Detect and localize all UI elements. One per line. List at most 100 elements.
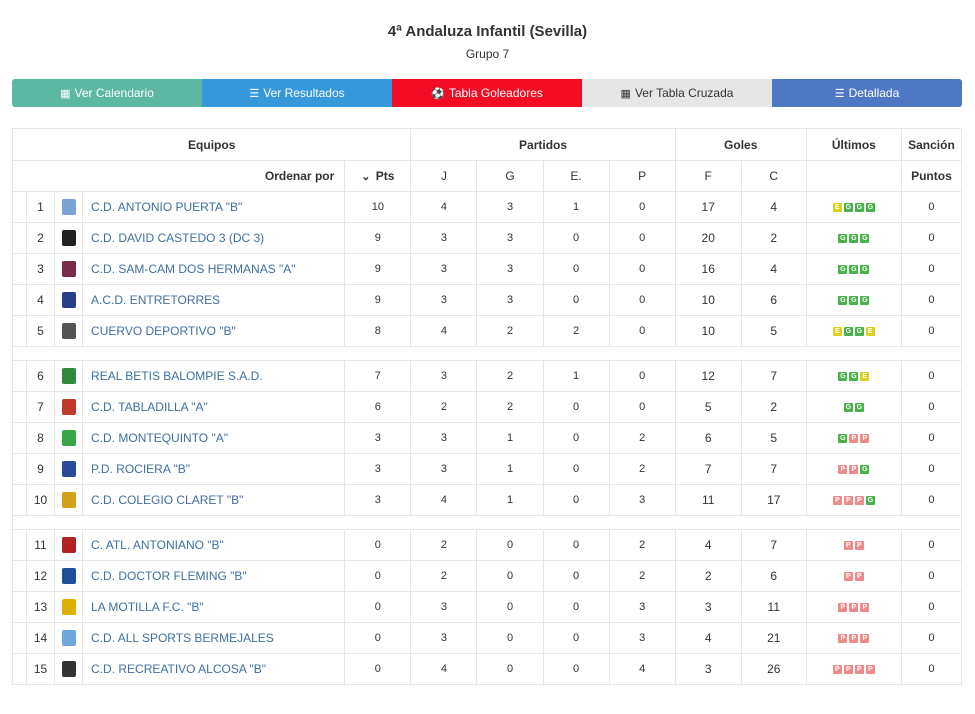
- team-logo-cell: [54, 453, 84, 485]
- tab-ver-calendario[interactable]: ▦ Ver Calendario: [12, 79, 202, 107]
- team-position: 10: [25, 484, 56, 516]
- action-tabs: ▦ Ver Calendario ☰ Ver Resultados ⚽ Tabl…: [12, 79, 962, 107]
- team-crest-icon: [61, 537, 76, 553]
- team-name-link[interactable]: C.D. RECREATIVO ALCOSA "B": [82, 653, 346, 685]
- tab-label: Ver Tabla Cruzada: [634, 86, 734, 100]
- stat-c: 26: [740, 653, 807, 685]
- sort-pts[interactable]: ⌄ Pts: [344, 160, 412, 192]
- team-logo-cell: [54, 360, 84, 392]
- header-e: E.: [542, 160, 610, 192]
- team-crest-icon: [61, 430, 76, 446]
- team-crest-icon: [61, 492, 76, 508]
- form-result-badge: G: [838, 372, 848, 382]
- team-name-link[interactable]: P.D. ROCIERA "B": [82, 453, 346, 485]
- team-position: 2: [25, 222, 56, 254]
- team-name-link[interactable]: C.D. MONTEQUINTO "A": [82, 422, 346, 454]
- table-row: 12 C.D. DOCTOR FLEMING "B" 0 2 0 0 2 2 6 P P 0: [12, 560, 963, 592]
- header-p: P: [608, 160, 676, 192]
- row-gap: [12, 253, 27, 285]
- pts-label: Pts: [375, 169, 395, 183]
- table-row: 13 LA MOTILLA F.C. "B" 0 3 0 0 3 3 11 P P P 0: [12, 591, 963, 623]
- detailed-list-icon: ☰: [834, 87, 845, 100]
- team-logo-cell: [54, 391, 84, 423]
- stat-f: 17: [674, 191, 742, 223]
- form-result-badge: P: [854, 665, 864, 675]
- form-result-badge: E: [860, 372, 870, 382]
- form-result-badge: P: [849, 634, 859, 644]
- calendar-icon: ▦: [60, 87, 71, 100]
- tab-detallada[interactable]: ☰ Detallada: [772, 79, 962, 107]
- team-name-link[interactable]: LA MOTILLA F.C. "B": [82, 591, 346, 623]
- team-name-link[interactable]: C.D. DAVID CASTEDO 3 (DC 3): [82, 222, 346, 254]
- header-sancion: Sanción: [900, 128, 963, 161]
- team-position: 14: [25, 622, 56, 654]
- stat-e: 0: [542, 453, 610, 485]
- stat-c: 7: [740, 360, 807, 392]
- stat-j: 3: [410, 222, 478, 254]
- stat-f: 4: [674, 622, 742, 654]
- team-crest-icon: [61, 461, 76, 477]
- stat-c: 5: [740, 315, 807, 347]
- stat-j: 3: [410, 622, 478, 654]
- stat-p: 0: [608, 360, 676, 392]
- stat-f: 4: [674, 529, 742, 561]
- form-result-badge: P: [832, 665, 842, 675]
- table-row: 9 P.D. ROCIERA "B" 3 3 1 0 2 7 7 P P G 0: [12, 453, 963, 485]
- page-title: 4ª Andaluza Infantil (Sevilla): [387, 23, 588, 40]
- tab-tabla-goleadores[interactable]: ⚽ Tabla Goleadores: [392, 79, 582, 107]
- tab-ver-resultados[interactable]: ☰ Ver Resultados: [202, 79, 392, 107]
- team-logo-cell: [54, 560, 84, 592]
- form-result-badge: G: [865, 203, 875, 213]
- row-gap: [12, 284, 27, 316]
- team-name-link[interactable]: C.D. ALL SPORTS BERMEJALES: [82, 622, 346, 654]
- standings-body: 1 C.D. ANTONIO PUERTA "B" 10 4 3 1 0 17 4 E G G G 0 2 C…: [12, 191, 963, 685]
- team-name-link[interactable]: CUERVO DEPORTIVO "B": [82, 315, 346, 347]
- stat-f: 20: [674, 222, 742, 254]
- table-row: 4 A.C.D. ENTRETORRES 9 3 3 0 0 10 6 G G G 0: [12, 284, 963, 316]
- form-result-badge: E: [865, 327, 875, 337]
- stat-p: 3: [608, 484, 676, 516]
- separator-cell: [12, 515, 962, 530]
- team-name-link[interactable]: C. ATL. ANTONIANO "B": [82, 529, 346, 561]
- team-name-link[interactable]: A.C.D. ENTRETORRES: [82, 284, 346, 316]
- stat-p: 2: [608, 529, 676, 561]
- table-row: 3 C.D. SAM-CAM DOS HERMANAS "A" 9 3 3 0 0 16 4 G G…: [12, 253, 963, 285]
- sancion-puntos: 0: [900, 484, 963, 516]
- sancion-puntos: 0: [900, 453, 963, 485]
- tab-label: Ver Calendario: [74, 86, 154, 100]
- team-logo-cell: [54, 191, 84, 223]
- tab-ver-tabla-cruzada[interactable]: ▦ Ver Tabla Cruzada: [582, 79, 772, 107]
- stat-p: 0: [608, 315, 676, 347]
- team-name-link[interactable]: C.D. DOCTOR FLEMING "B": [82, 560, 346, 592]
- stat-j: 4: [410, 484, 478, 516]
- team-name-link[interactable]: C.D. SAM-CAM DOS HERMANAS "A": [82, 253, 346, 285]
- stat-j: 4: [410, 315, 478, 347]
- soccer-ball-icon: ⚽: [431, 87, 445, 100]
- form-result-badge: P: [860, 603, 870, 613]
- team-name-link[interactable]: C.D. ANTONIO PUERTA "B": [82, 191, 346, 223]
- header-c: C: [740, 160, 807, 192]
- team-name-link[interactable]: C.D. TABLADILLA "A": [82, 391, 346, 423]
- stat-pts: 9: [344, 253, 412, 285]
- form-result-badge: E: [832, 327, 842, 337]
- form-result-badge: G: [838, 434, 848, 444]
- stat-c: 7: [740, 453, 807, 485]
- stat-g: 3: [476, 253, 544, 285]
- stat-p: 0: [608, 284, 676, 316]
- team-name-link[interactable]: REAL BETIS BALOMPIE S.A.D.: [82, 360, 346, 392]
- stat-c: 21: [740, 622, 807, 654]
- tab-label: Detallada: [848, 86, 900, 100]
- table-row: 2 C.D. DAVID CASTEDO 3 (DC 3) 9 3 3 0 0 20 2 G G G 0: [12, 222, 963, 254]
- stat-g: 1: [476, 453, 544, 485]
- group-separator: [12, 515, 962, 530]
- row-gap: [12, 391, 27, 423]
- team-name-link[interactable]: C.D. COLEGIO CLARET "B": [82, 484, 346, 516]
- table-row: 14 C.D. ALL SPORTS BERMEJALES 0 3 0 0 3 4 21 P P P 0: [12, 622, 963, 654]
- table-row: 11 C. ATL. ANTONIANO "B" 0 2 0 0 2 4 7 P P 0: [12, 529, 963, 561]
- team-logo-cell: [54, 529, 84, 561]
- stat-f: 7: [674, 453, 742, 485]
- stat-c: 7: [740, 529, 807, 561]
- row-gap: [12, 360, 27, 392]
